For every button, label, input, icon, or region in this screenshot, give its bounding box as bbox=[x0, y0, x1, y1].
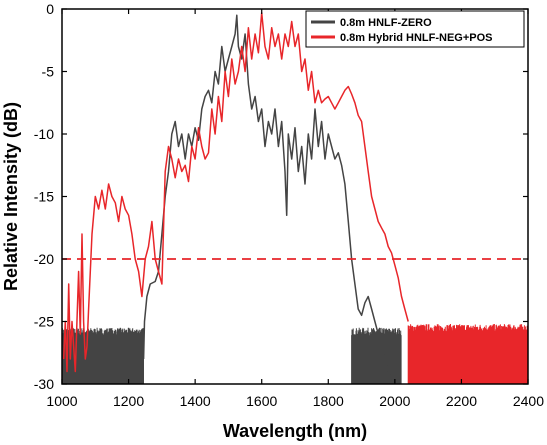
x-tick-label: 1600 bbox=[246, 393, 277, 409]
series-1-noise-floor-0 bbox=[407, 324, 528, 384]
x-tick-label: 2400 bbox=[513, 393, 544, 409]
plot-area bbox=[62, 12, 528, 384]
y-tick-label: -10 bbox=[34, 126, 54, 142]
x-tick-label: 1400 bbox=[180, 393, 211, 409]
y-axis-label: Relative Intensity (dB) bbox=[1, 102, 21, 291]
y-tick-label: -20 bbox=[34, 251, 54, 267]
y-tick-label: -5 bbox=[42, 64, 55, 80]
y-tick-label: -25 bbox=[34, 314, 54, 330]
y-tick-label: -15 bbox=[34, 189, 54, 205]
x-tick-label: 1000 bbox=[46, 393, 77, 409]
axes: 1000 1200 1400 1600 1800 2000 2200 2400 0 -5 -10 -1… bbox=[34, 1, 544, 409]
x-tick-label: 2200 bbox=[446, 393, 477, 409]
y-tick-label: 0 bbox=[46, 1, 54, 17]
series-0-noise-floor-1 bbox=[351, 327, 402, 384]
x-axis-label: Wavelength (nm) bbox=[223, 421, 367, 441]
legend: 0.8m HNLF-ZERO 0.8m Hybrid HNLF-NEG+POS bbox=[305, 10, 525, 48]
series-0-line bbox=[142, 14, 396, 384]
x-tick-label: 2000 bbox=[379, 393, 410, 409]
legend-label-hnlf-zero: 0.8m HNLF-ZERO bbox=[340, 17, 432, 29]
legend-label-hybrid-hnlf: 0.8m Hybrid HNLF-NEG+POS bbox=[340, 32, 493, 44]
series-1 bbox=[62, 12, 528, 384]
x-tick-label: 1200 bbox=[113, 393, 144, 409]
x-tick-label: 1800 bbox=[313, 393, 344, 409]
series-1-line bbox=[62, 12, 409, 373]
y-tick-label: -30 bbox=[34, 376, 54, 392]
legend-box bbox=[305, 10, 525, 48]
